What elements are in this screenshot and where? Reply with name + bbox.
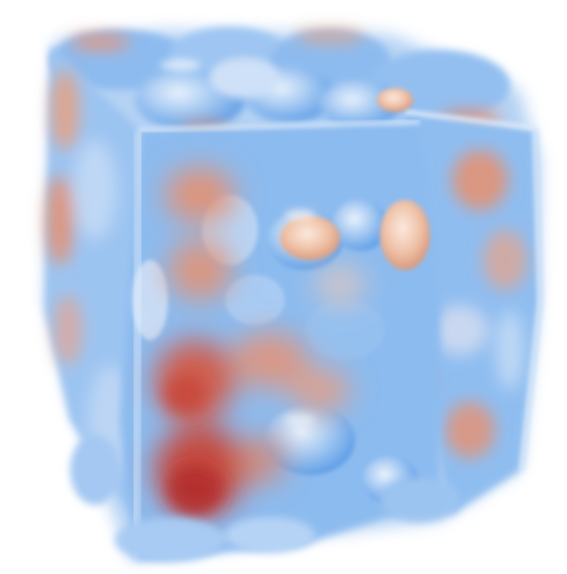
cube-bottom-edge	[70, 435, 460, 562]
cube-front-face	[120, 88, 440, 561]
specular-highlights	[160, 59, 315, 426]
cube-left-face	[45, 45, 140, 520]
